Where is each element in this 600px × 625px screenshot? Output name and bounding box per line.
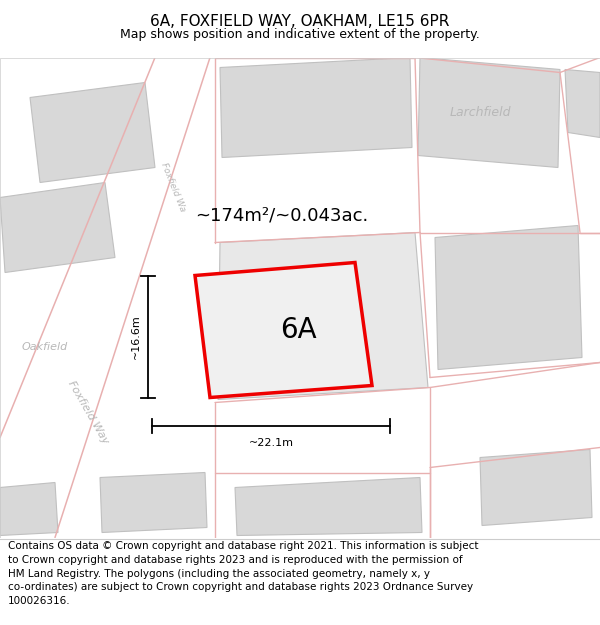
Polygon shape: [218, 232, 428, 399]
Polygon shape: [0, 182, 115, 272]
Polygon shape: [100, 472, 207, 532]
Text: to Crown copyright and database rights 2023 and is reproduced with the permissio: to Crown copyright and database rights 2…: [8, 555, 463, 565]
Text: 100026316.: 100026316.: [8, 596, 70, 606]
Text: Contains OS data © Crown copyright and database right 2021. This information is : Contains OS data © Crown copyright and d…: [8, 541, 478, 551]
Text: 6A: 6A: [280, 316, 316, 344]
Text: HM Land Registry. The polygons (including the associated geometry, namely x, y: HM Land Registry. The polygons (includin…: [8, 569, 430, 579]
Polygon shape: [565, 69, 600, 138]
Text: ~174m²/~0.043ac.: ~174m²/~0.043ac.: [195, 206, 368, 224]
Polygon shape: [220, 58, 412, 158]
Polygon shape: [0, 452, 55, 538]
Polygon shape: [195, 262, 372, 398]
Polygon shape: [418, 58, 560, 168]
Polygon shape: [480, 449, 592, 526]
Polygon shape: [0, 58, 210, 538]
Text: co-ordinates) are subject to Crown copyright and database rights 2023 Ordnance S: co-ordinates) are subject to Crown copyr…: [8, 582, 473, 592]
Polygon shape: [30, 82, 155, 182]
Text: Oakfield: Oakfield: [22, 342, 68, 352]
Text: Map shows position and indicative extent of the property.: Map shows position and indicative extent…: [120, 28, 480, 41]
Text: ~22.1m: ~22.1m: [248, 439, 293, 449]
Polygon shape: [235, 478, 422, 536]
Text: 6A, FOXFIELD WAY, OAKHAM, LE15 6PR: 6A, FOXFIELD WAY, OAKHAM, LE15 6PR: [151, 14, 449, 29]
Text: Larchfield: Larchfield: [449, 106, 511, 119]
Polygon shape: [435, 226, 582, 369]
Text: Foxfield Wa: Foxfield Wa: [159, 162, 187, 213]
Text: ~16.6m: ~16.6m: [131, 314, 141, 359]
Text: Foxfield Way: Foxfield Way: [66, 379, 110, 446]
Polygon shape: [0, 482, 58, 536]
